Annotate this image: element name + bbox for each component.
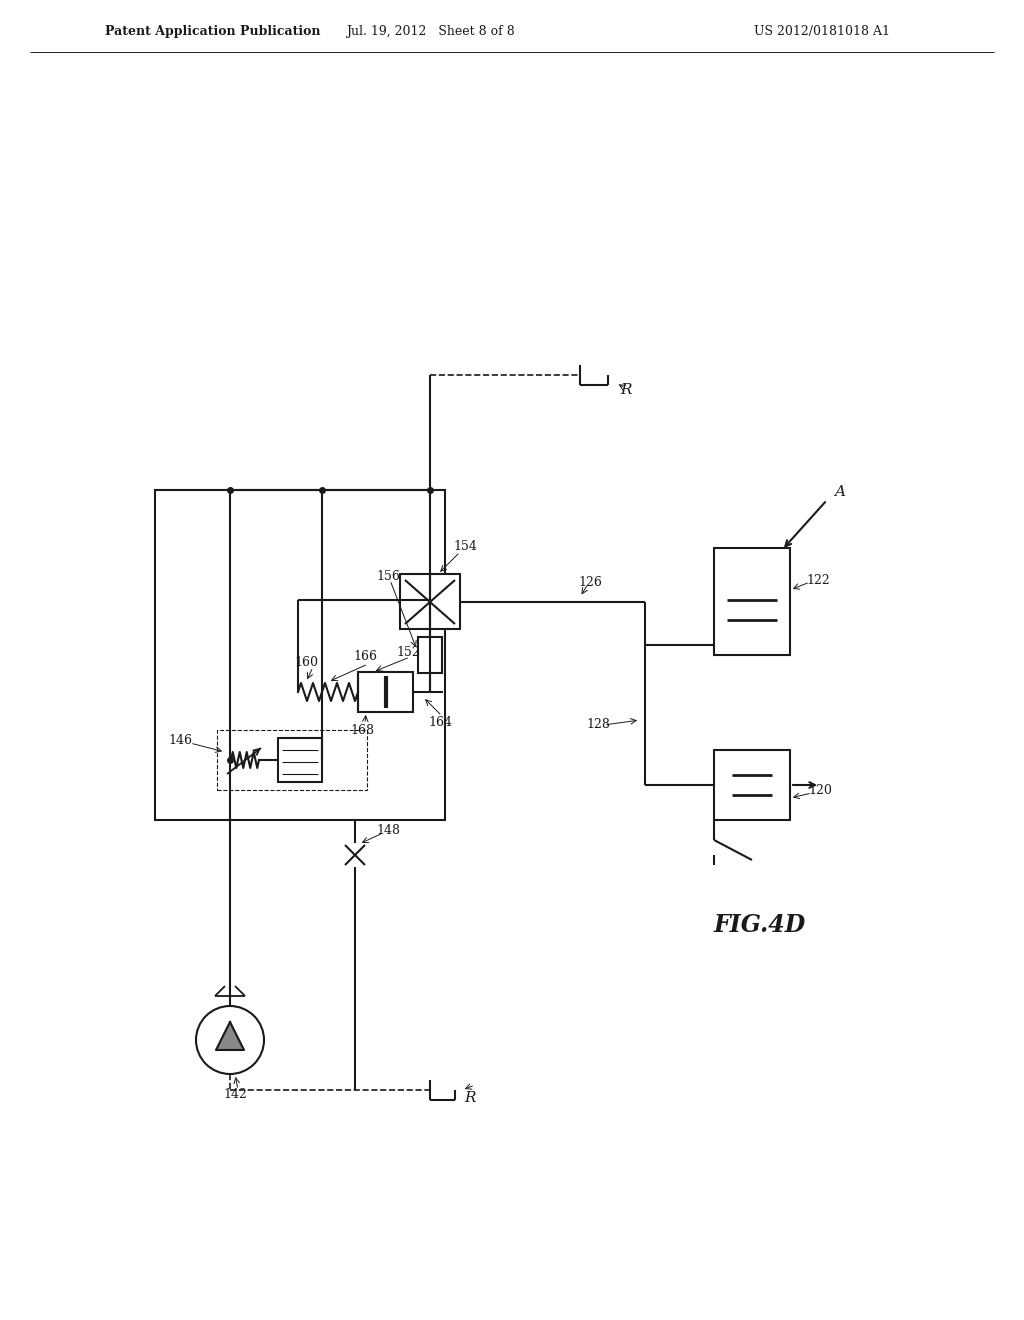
Bar bbox=[358, 672, 413, 711]
Text: 156: 156 bbox=[376, 570, 400, 583]
Text: R: R bbox=[464, 1092, 476, 1105]
Text: 166: 166 bbox=[353, 651, 377, 664]
Polygon shape bbox=[216, 1022, 244, 1049]
Bar bbox=[714, 750, 790, 820]
Text: US 2012/0181018 A1: US 2012/0181018 A1 bbox=[754, 25, 890, 38]
Text: 148: 148 bbox=[376, 824, 400, 837]
Text: A: A bbox=[835, 484, 846, 499]
Bar bbox=[714, 548, 790, 655]
Text: R: R bbox=[621, 383, 632, 397]
Bar bbox=[418, 638, 442, 673]
Text: 152: 152 bbox=[396, 645, 420, 659]
Text: 146: 146 bbox=[168, 734, 193, 747]
Text: 142: 142 bbox=[223, 1089, 247, 1101]
Text: 120: 120 bbox=[808, 784, 831, 796]
Bar bbox=[400, 574, 460, 630]
Text: 122: 122 bbox=[806, 573, 829, 586]
Text: 164: 164 bbox=[428, 715, 452, 729]
Bar bbox=[278, 738, 322, 781]
Text: 154: 154 bbox=[453, 540, 477, 553]
Text: Jul. 19, 2012   Sheet 8 of 8: Jul. 19, 2012 Sheet 8 of 8 bbox=[346, 25, 514, 38]
Bar bbox=[217, 730, 367, 789]
Text: Patent Application Publication: Patent Application Publication bbox=[105, 25, 321, 38]
Text: 128: 128 bbox=[586, 718, 610, 731]
Text: 126: 126 bbox=[579, 576, 602, 589]
Text: FIG.4D: FIG.4D bbox=[714, 913, 806, 937]
Text: 168: 168 bbox=[350, 723, 374, 737]
Bar bbox=[155, 490, 445, 820]
Text: 160: 160 bbox=[294, 656, 318, 668]
